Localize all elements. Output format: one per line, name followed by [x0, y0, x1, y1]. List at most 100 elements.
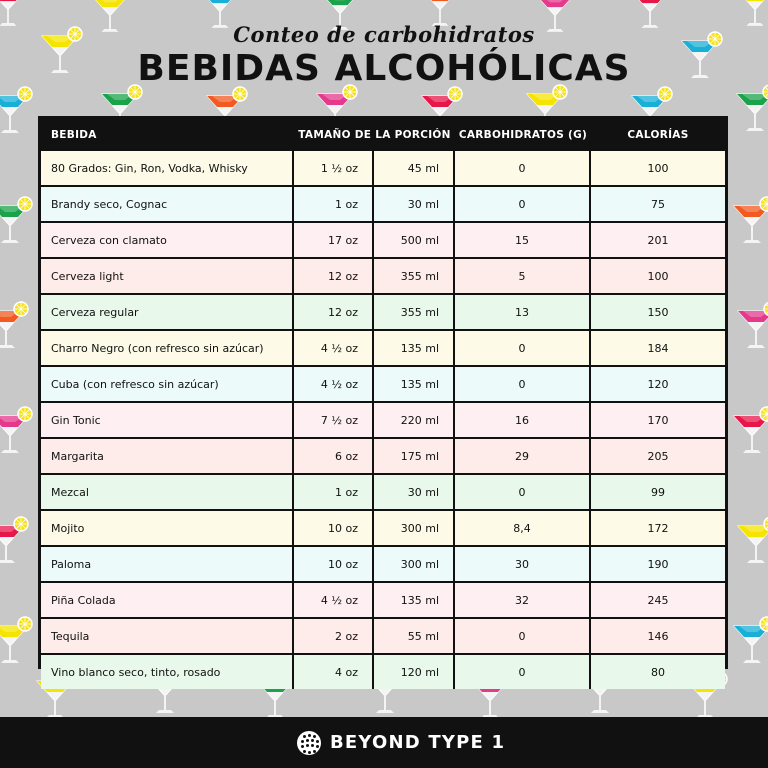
portion-ml-cell: 220 ml [374, 403, 455, 439]
portion-ml-cell: 135 ml [374, 367, 455, 403]
portion-ml-cell: 300 ml [374, 547, 455, 583]
table-row: Mojito 10 oz 300 ml 8,4 172 [41, 511, 725, 547]
portion-oz-cell: 6 oz [294, 439, 374, 475]
cocktail-glass-icon [525, 84, 568, 131]
logo-dot [316, 740, 319, 743]
table-row: Mezcal 1 oz 30 ml 0 99 [41, 475, 725, 511]
portion-oz-cell: 7 ½ oz [294, 403, 374, 439]
cocktail-glass-icon [540, 0, 570, 32]
logo-dot [303, 735, 306, 738]
drink-name-cell: Cerveza regular [41, 295, 294, 331]
logo-dot [301, 745, 304, 748]
carb-table-frame: BEBIDA TAMAÑO DE LA PORCIÓN CARBOHIDRATO… [38, 116, 728, 689]
carbs-cell: 0 [455, 475, 591, 511]
logo-dot [301, 740, 304, 743]
portion-oz-cell: 12 oz [294, 259, 374, 295]
calories-cell: 172 [591, 511, 725, 547]
portion-ml-cell: 300 ml [374, 511, 455, 547]
drink-name-cell: Charro Negro (con refresco sin azúcar) [41, 331, 294, 367]
logo-dot [316, 745, 319, 748]
cocktail-glass-icon [745, 0, 765, 26]
drink-name-cell: Vino blanco seco, tinto, rosado [41, 655, 294, 689]
carbs-cell: 0 [455, 655, 591, 689]
footer-bar [0, 717, 768, 768]
portion-oz-cell: 1 oz [294, 475, 374, 511]
cocktail-glass-icon [680, 31, 723, 78]
cocktail-glass-icon [0, 86, 33, 133]
cocktail-glass-icon [0, 516, 29, 563]
calories-cell: 245 [591, 583, 725, 619]
portion-oz-cell: 4 ½ oz [294, 367, 374, 403]
table-row: Cerveza con clamato 17 oz 500 ml 15 201 [41, 223, 725, 259]
cocktail-glass-icon [205, 86, 248, 133]
portion-ml-cell: 45 ml [374, 151, 455, 187]
drink-name-cell: Tequila [41, 619, 294, 655]
carbs-cell: 29 [455, 439, 591, 475]
cocktail-glass-icon [327, 0, 353, 30]
portion-ml-cell: 120 ml [374, 655, 455, 689]
portion-ml-cell: 355 ml [374, 295, 455, 331]
cocktail-glass-icon [736, 516, 768, 563]
header-carbs: CARBOHIDRATOS (G) [458, 129, 588, 141]
portion-ml-cell: 175 ml [374, 439, 455, 475]
calories-cell: 99 [591, 475, 725, 511]
portion-oz-cell: 17 oz [294, 223, 374, 259]
table-header-row: BEBIDA TAMAÑO DE LA PORCIÓN CARBOHIDRATO… [41, 119, 725, 151]
logo-dot [308, 734, 311, 737]
logo-dot [306, 739, 309, 742]
table-body: 80 Grados: Gin, Ron, Vodka, Whisky 1 ½ oz… [41, 151, 725, 689]
carbs-cell: 32 [455, 583, 591, 619]
calories-cell: 75 [591, 187, 725, 223]
cocktail-glass-icon [0, 0, 18, 26]
table-row: Paloma 10 oz 300 ml 30 190 [41, 547, 725, 583]
table-row: Margarita 6 oz 175 ml 29 205 [41, 439, 725, 475]
calories-cell: 190 [591, 547, 725, 583]
portion-ml-cell: 500 ml [374, 223, 455, 259]
page-title: BEBIDAS ALCOHÓLICAS [137, 48, 631, 89]
carbs-cell: 15 [455, 223, 591, 259]
cocktail-glass-icon [0, 616, 33, 663]
calories-cell: 184 [591, 331, 725, 367]
drink-name-cell: Cerveza light [41, 259, 294, 295]
calories-cell: 100 [591, 151, 725, 187]
logo-dot [313, 750, 316, 753]
table-row: Cerveza regular 12 oz 355 ml 13 150 [41, 295, 725, 331]
portion-ml-cell: 30 ml [374, 187, 455, 223]
calories-cell: 100 [591, 259, 725, 295]
cocktail-glass-icon [0, 301, 29, 348]
carb-table: BEBIDA TAMAÑO DE LA PORCIÓN CARBOHIDRATO… [41, 119, 725, 689]
calories-cell: 146 [591, 619, 725, 655]
calories-cell: 120 [591, 367, 725, 403]
carbs-cell: 0 [455, 367, 591, 403]
portion-oz-cell: 4 ½ oz [294, 331, 374, 367]
drink-name-cell: Margarita [41, 439, 294, 475]
subtitle: Conteo de carbohidratos [233, 22, 535, 47]
portion-oz-cell: 1 ½ oz [294, 151, 374, 187]
calories-cell: 150 [591, 295, 725, 331]
portion-oz-cell: 1 oz [294, 187, 374, 223]
cocktail-glass-icon [732, 196, 768, 243]
table-row: Charro Negro (con refresco sin azúcar) 4 … [41, 331, 725, 367]
portion-ml-cell: 55 ml [374, 619, 455, 655]
header-portion: TAMAÑO DE LA PORCIÓN [298, 129, 451, 141]
carbs-cell: 0 [455, 151, 591, 187]
table-row: Brandy seco, Cognac 1 oz 30 ml 0 75 [41, 187, 725, 223]
carbs-cell: 8,4 [455, 511, 591, 547]
carbs-cell: 0 [455, 619, 591, 655]
portion-oz-cell: 10 oz [294, 547, 374, 583]
table-row: Cuba (con refresco sin azúcar) 4 ½ oz 135 … [41, 367, 725, 403]
cocktail-glass-icon [735, 84, 768, 131]
header-drink: BEBIDA [51, 129, 97, 141]
cocktail-glass-icon [630, 86, 673, 133]
table-row: Gin Tonic 7 ½ oz 220 ml 16 170 [41, 403, 725, 439]
portion-oz-cell: 12 oz [294, 295, 374, 331]
cocktail-glass-icon [732, 406, 768, 453]
calories-cell: 201 [591, 223, 725, 259]
carbs-cell: 30 [455, 547, 591, 583]
logo-dot [313, 735, 316, 738]
drink-name-cell: 80 Grados: Gin, Ron, Vodka, Whisky [41, 151, 294, 187]
carbs-cell: 5 [455, 259, 591, 295]
logo-dot [311, 744, 314, 747]
drink-name-cell: Cerveza con clamato [41, 223, 294, 259]
carbs-cell: 13 [455, 295, 591, 331]
